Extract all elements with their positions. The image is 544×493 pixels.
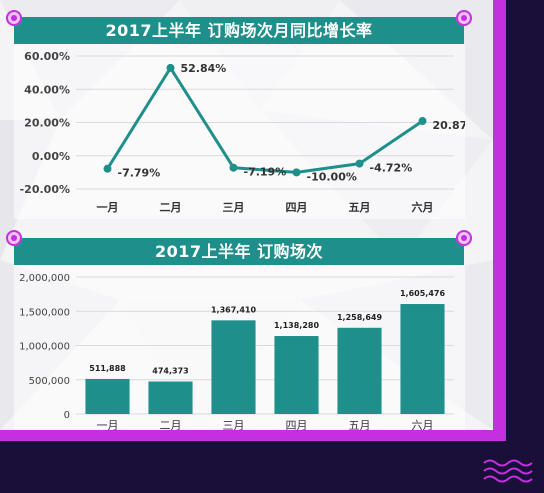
y-tick-label: 0 bbox=[64, 410, 70, 421]
x-tick-label: 三月 bbox=[223, 201, 245, 214]
data-label: -10.00% bbox=[307, 170, 357, 183]
magenta-pin-icon bbox=[456, 10, 472, 26]
y-tick-label: 1,000,000 bbox=[19, 342, 70, 353]
x-tick-label: 四月 bbox=[286, 419, 308, 430]
bar bbox=[337, 327, 382, 414]
bar-chart-area: 2,000,000 1,500,000 1,000,000 500,000 0 511,8… bbox=[14, 265, 465, 430]
growth-line bbox=[106, 66, 424, 174]
data-point bbox=[166, 63, 175, 72]
y-tick-label: 0.00% bbox=[32, 150, 70, 163]
magenta-pin-icon bbox=[6, 230, 22, 246]
y-tick-label: -20.00% bbox=[20, 183, 70, 196]
x-tick-label: 一月 bbox=[97, 201, 119, 214]
data-point bbox=[292, 168, 301, 177]
x-tick-label: 六月 bbox=[412, 419, 434, 430]
y-tick-label: 1,500,000 bbox=[19, 307, 70, 318]
bar bbox=[85, 378, 130, 414]
bar bbox=[148, 381, 193, 414]
infographic-panel: 2017上半年 订购场次月同比增长率 60.00% 40.00% 20.00% 0.0… bbox=[0, 0, 493, 430]
bar bbox=[211, 320, 256, 414]
data-point bbox=[229, 163, 238, 172]
bar-value-label: 1,367,410 bbox=[211, 305, 256, 314]
x-tick-label: 二月 bbox=[160, 201, 182, 214]
x-tick-label: 二月 bbox=[160, 419, 182, 430]
bar-value-label: 474,373 bbox=[152, 367, 188, 376]
x-tick-label: 六月 bbox=[412, 200, 434, 214]
data-label: 20.87% bbox=[433, 119, 466, 132]
wave-lines-icon bbox=[483, 459, 533, 483]
bar-value-label: 511,888 bbox=[89, 364, 126, 373]
y-tick-label: 500,000 bbox=[29, 376, 70, 387]
bar-chart-title: 2017上半年 订购场次 bbox=[14, 238, 464, 265]
y-tick-label: 20.00% bbox=[24, 117, 70, 130]
data-point bbox=[418, 117, 427, 126]
bar-value-label: 1,258,649 bbox=[337, 313, 382, 322]
bar-value-label: 1,605,476 bbox=[400, 289, 445, 298]
magenta-pin-icon bbox=[456, 230, 472, 246]
data-label: -4.72% bbox=[370, 162, 413, 175]
line-chart-area: 60.00% 40.00% 20.00% 0.00% -20.00% 一月 二月 三月 四月 五月… bbox=[14, 44, 479, 219]
line-chart-title: 2017上半年 订购场次月同比增长率 bbox=[14, 17, 464, 44]
data-point bbox=[355, 159, 364, 168]
data-label: -7.19% bbox=[244, 166, 287, 179]
x-tick-label: 三月 bbox=[223, 419, 245, 430]
bar bbox=[274, 336, 319, 414]
x-tick-label: 五月 bbox=[349, 419, 371, 430]
y-tick-label: 2,000,000 bbox=[19, 273, 70, 284]
bar-chart: 2,000,000 1,500,000 1,000,000 500,000 0 511,8… bbox=[19, 273, 454, 430]
bar-value-label: 1,138,280 bbox=[274, 321, 319, 330]
line-chart: 60.00% 40.00% 20.00% 0.00% -20.00% 一月 二月 三月 四月 五月… bbox=[20, 50, 479, 214]
x-tick-label: 五月 bbox=[349, 201, 371, 214]
data-label: -7.79% bbox=[118, 167, 161, 180]
y-tick-label: 40.00% bbox=[24, 83, 70, 96]
bar bbox=[400, 304, 445, 414]
x-tick-label: 一月 bbox=[97, 419, 119, 430]
y-tick-label: 60.00% bbox=[24, 50, 70, 63]
x-tick-label: 四月 bbox=[286, 201, 308, 214]
magenta-pin-icon bbox=[6, 10, 22, 26]
data-point bbox=[103, 164, 112, 173]
data-label: 52.84% bbox=[181, 62, 227, 75]
